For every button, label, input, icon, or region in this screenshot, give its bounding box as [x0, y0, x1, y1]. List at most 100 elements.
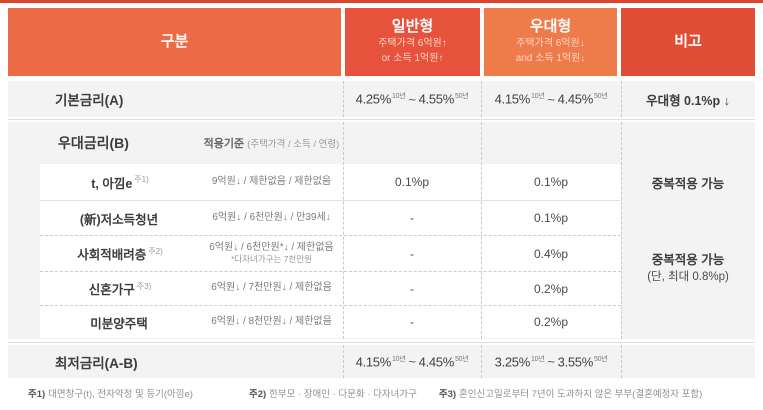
discount-rate-section: 우대금리(B) 적용기준 (주택가격 / 소득 / 연령) t, 아낌e 주1) …: [8, 122, 755, 339]
column-divider: [621, 345, 622, 378]
row-preferred-value: 0.2%p: [533, 281, 569, 296]
rate-high: 4.45%: [418, 354, 455, 370]
rate-separator: ~: [408, 91, 416, 107]
row-label-text: 신혼가구: [88, 283, 135, 297]
row-label-text: 미분양주택: [90, 316, 148, 331]
base-rate-section: 기본금리(A) 4.25%10년 ~4.55%50년 4.15%10년 ~4.45%…: [8, 81, 755, 117]
row-general-value: -: [410, 211, 414, 225]
rate-separator: ~: [547, 354, 555, 370]
rate-low: 4.15%: [355, 354, 392, 370]
column-divider: [343, 345, 344, 378]
rate-high-term: 50년: [455, 93, 469, 101]
footnote-2-text: 한부모 · 장애인 · 다문화 · 다자녀가구: [269, 389, 417, 400]
header-preferred-sub2: and 소득 1억원↓: [515, 53, 586, 64]
rate-separator: ~: [408, 354, 416, 370]
rate-high: 4.55%: [418, 91, 455, 107]
row-label: (新)저소득청년: [40, 209, 200, 228]
header-cell-preferred: 우대형 주택가격 6억원↓ and 소득 1억원↓: [484, 8, 617, 76]
criteria-title: 적용기준: [203, 138, 245, 150]
footnotes: 주1) 대면창구(t), 전자약정 및 등기(아낌e) 주2) 한부모 · 장애인 …: [28, 386, 759, 400]
header-general-title: 일반형: [391, 18, 434, 35]
footnote-2: 주2) 한부모 · 장애인 · 다문화 · 다자녀가구: [249, 386, 417, 400]
header-preferred-sub1: 주택가격 6억원↓: [516, 38, 585, 49]
row-criteria: 6억원↓ / 7천만원↓ / 제한없음: [200, 282, 343, 295]
row-general-value: -: [410, 315, 414, 329]
criteria-text: 9억원↓ / 제한없음 / 제한없음: [211, 175, 332, 187]
base-rate-preferred-value: 4.15%10년 ~4.45%50년: [481, 91, 621, 107]
criteria-text: 6억원↓ / 6천만원↓ / 만39세↓: [212, 211, 331, 223]
min-rate-label: 최저금리(A-B): [55, 355, 138, 371]
header-note-label: 비고: [674, 33, 702, 50]
criteria-text: 6억원↓ / 8천만원↓ / 제한없음: [211, 315, 332, 327]
row-preferred-value: 0.4%p: [533, 246, 569, 261]
discount-row-low-income-youth: (新)저소득청년 6억원↓ / 6천만원↓ / 만39세↓ - 0.1%p: [40, 200, 621, 235]
rate-high-term: 50년: [594, 355, 608, 363]
footnote-2-prefix: 주2): [248, 389, 267, 400]
min-rate-section: 최저금리(A-B) 4.15%10년 ~4.45%50년 3.25%10년 ~3.5…: [8, 345, 755, 378]
rate-low: 4.25%: [355, 91, 392, 107]
min-rate-row: 최저금리(A-B) 4.15%10년 ~4.45%50년 3.25%10년 ~3.5…: [8, 345, 755, 378]
discount-rows-panel: t, 아낌e 주1) 9억원↓ / 제한없음 / 제한없음 0.1%p 0.1%p…: [40, 164, 621, 338]
row-criteria: 6억원↓ / 6천만원↓ / 만39세↓: [200, 212, 343, 225]
criteria-subtitle: (주택가격 / 소득 / 연령): [247, 139, 340, 150]
section-divider: [8, 119, 755, 120]
top-accent-bar: [0, 0, 763, 3]
row-criteria: 6억원↓ / 8천만원↓ / 제한없음: [200, 316, 343, 329]
row-general-value: -: [410, 281, 414, 296]
base-rate-general-value: 4.25%10년 ~4.55%50년: [343, 91, 481, 107]
criteria-header: 적용기준 (주택가격 / 소득 / 연령): [200, 135, 343, 151]
row-label: 미분양주택: [40, 313, 200, 332]
base-rate-label: 기본금리(A): [55, 93, 124, 108]
row-label-footref: 주3): [136, 281, 152, 291]
header-general-sub2: or 소득 1억원↑: [381, 53, 444, 64]
footnote-1: 주1) 대면창구(t), 전자약정 및 등기(아낌e): [28, 386, 193, 400]
discount-row-unsold-housing: 미분양주택 6억원↓ / 8천만원↓ / 제한없음 - 0.2%p: [40, 305, 621, 338]
rate-low-term: 10년: [531, 355, 545, 363]
min-rate-preferred-value: 3.25%10년 ~3.55%50년: [481, 354, 621, 369]
header-cell-note: 비고: [621, 8, 755, 76]
column-divider: [621, 81, 622, 117]
rate-low-term: 10년: [392, 355, 406, 363]
rate-low-term: 10년: [531, 93, 545, 101]
column-divider: [481, 81, 482, 117]
discount-note-merged-line2: (단, 최대 0.8%p): [647, 271, 729, 284]
row-preferred-value: 0.1%p: [533, 211, 569, 225]
header-general-sub1: 주택가격 6억원↑: [378, 38, 447, 49]
row-label: t, 아낌e 주1): [40, 173, 200, 192]
footnote-3-prefix: 주3): [438, 389, 457, 400]
column-divider: [481, 122, 482, 339]
rate-high: 4.45%: [557, 91, 594, 107]
rate-high-term: 50년: [455, 355, 469, 363]
rate-low: 3.25%: [494, 354, 531, 370]
criteria-note: *다자녀가구는 7천만원: [231, 254, 312, 265]
row-label-text: (新)저소득청년: [79, 212, 159, 227]
row-general-value: -: [410, 246, 414, 261]
discount-note-merged: 중복적용 가능 (단, 최대 0.8%p): [621, 200, 755, 337]
header-cell-general: 일반형 주택가격 6억원↑ or 소득 1억원↑: [345, 8, 480, 76]
row-general-value: 0.1%p: [394, 175, 430, 189]
row-label-text: t, 아낌e: [91, 176, 133, 191]
footnote-3-text: 혼인신고일로부터 7년이 도과하지 않은 부부(결혼예정자 포함): [459, 389, 703, 400]
header-gubun-label: 구분: [160, 33, 189, 50]
criteria-text: 6억원↓ / 6천만원*↓ / 제한없음: [209, 241, 334, 253]
footnote-1-text: 대면창구(t), 전자약정 및 등기(아낌e): [48, 389, 193, 400]
row-criteria: 6억원↓ / 6천만원*↓ / 제한없음 *다자녀가구는 7천만원: [200, 242, 343, 265]
column-divider: [621, 122, 622, 339]
table-header-row: 구분 일반형 주택가격 6억원↑ or 소득 1억원↑ 우대형 주택가격 6억원…: [8, 8, 755, 76]
discount-row-taggime: t, 아낌e 주1) 9억원↓ / 제한없음 / 제한없음 0.1%p 0.1%p: [40, 164, 621, 200]
rate-high: 3.55%: [557, 354, 594, 370]
discount-section-header: 우대금리(B) 적용기준 (주택가격 / 소득 / 연령): [8, 122, 755, 164]
discount-note-merged-line1: 중복적용 가능: [651, 252, 725, 267]
footnote-3: 주3) 혼인신고일로부터 7년이 도과하지 않은 부부(결혼예정자 포함): [439, 386, 703, 400]
discount-row-newlyweds: 신혼가구 주3) 6억원↓ / 7천만원↓ / 제한없음 - 0.2%p: [40, 271, 621, 305]
row-label: 신혼가구 주3): [40, 279, 200, 298]
rate-separator: ~: [547, 91, 555, 107]
rate-low: 4.15%: [494, 91, 531, 107]
rate-low-term: 10년: [392, 93, 406, 101]
section-divider: [8, 342, 755, 343]
row-preferred-value: 0.2%p: [533, 315, 569, 329]
row-label-footref: 주2): [148, 246, 163, 256]
header-preferred-title: 우대형: [529, 18, 572, 35]
discount-row-social-consideration: 사회적배려층 주2) 6억원↓ / 6천만원*↓ / 제한없음 *다자녀가구는 7천…: [40, 235, 621, 271]
criteria-text: 6억원↓ / 7천만원↓ / 제한없음: [211, 282, 332, 294]
